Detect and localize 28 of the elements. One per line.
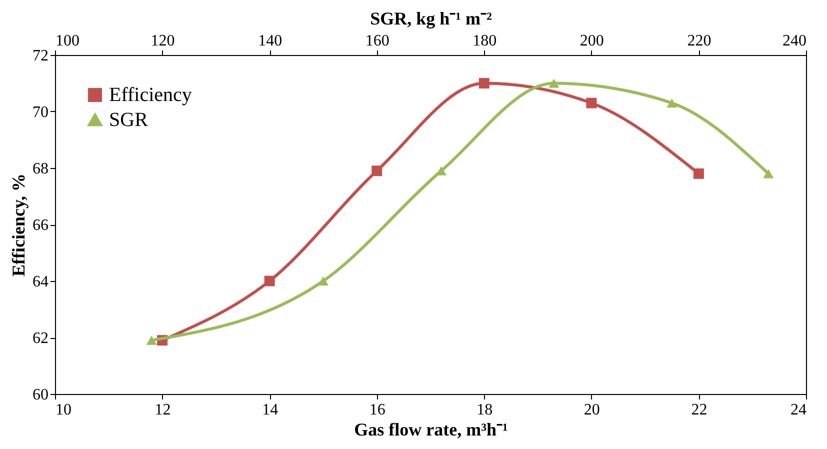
- x-tick-label: 10: [56, 402, 72, 418]
- legend-label: Efficiency: [109, 84, 192, 106]
- y-tick-label: 60: [32, 386, 48, 404]
- y-tick-label: 62: [32, 330, 48, 347]
- x2-tick-label: 100: [56, 32, 80, 50]
- x-tick-label: 16: [369, 402, 386, 418]
- y-tick-label: 72: [32, 48, 48, 64]
- y-tick-label: 66: [32, 217, 48, 234]
- x2-tick-label: 240: [782, 32, 806, 50]
- x-tick-label: 22: [691, 402, 708, 418]
- y-tick-label: 70: [32, 104, 48, 121]
- x2-tick-label: 140: [258, 32, 282, 50]
- x2-tick-label: 160: [365, 32, 390, 50]
- x2-tick-label: 180: [472, 32, 497, 50]
- x-tick-label: 24: [790, 402, 806, 418]
- x-axis-title: Gas flow rate, m³h⁻¹: [354, 420, 508, 440]
- x2-axis-title: SGR, kg h⁻¹ m⁻²: [370, 8, 492, 28]
- y-tick-label: 68: [32, 160, 48, 178]
- x-tick-label: 20: [584, 402, 600, 418]
- y-axis-title: Efficiency, %: [8, 174, 28, 276]
- x2-tick-label: 220: [687, 32, 712, 50]
- x-tick-label: 14: [262, 402, 278, 418]
- x-tick-label: 12: [154, 402, 171, 418]
- x2-tick-label: 120: [150, 32, 175, 50]
- legend-label: SGR: [109, 109, 149, 131]
- x2-tick-label: 200: [580, 32, 604, 50]
- y-tick-label: 64: [32, 274, 48, 290]
- x-tick-label: 18: [476, 402, 493, 418]
